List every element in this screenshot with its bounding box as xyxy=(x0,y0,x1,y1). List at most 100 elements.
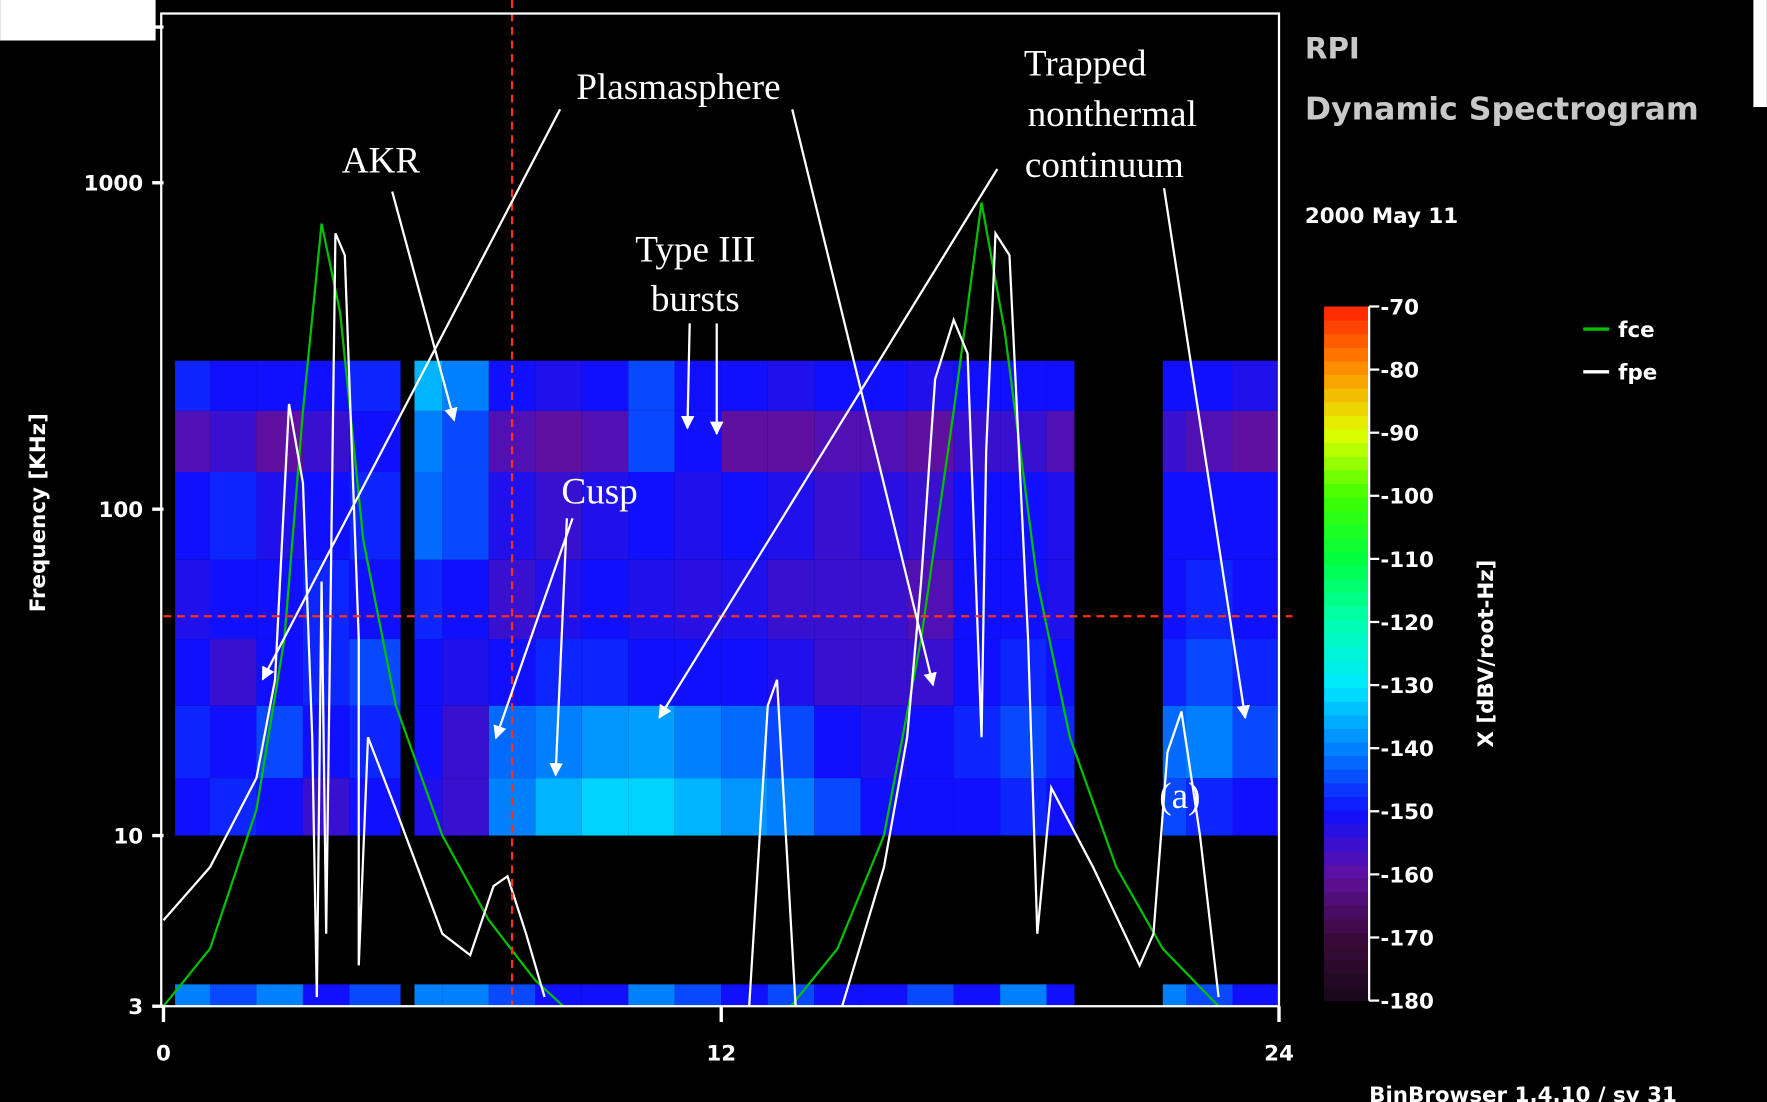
colorbar-swatch xyxy=(1324,483,1370,498)
colorbar-swatch xyxy=(1324,320,1370,335)
spectrogram-cell xyxy=(442,639,489,706)
date: 2000 May 11 xyxy=(1305,204,1458,229)
overlay: Frequency [KHz] RPI Dynamic Spectrogram … xyxy=(26,12,1699,1102)
spectrogram-cell xyxy=(349,360,401,411)
colorbar-swatch xyxy=(1324,850,1370,866)
spectrogram-cell xyxy=(721,559,768,640)
spectrogram-cell xyxy=(209,705,257,779)
annotation: continuum xyxy=(1025,145,1184,186)
colorbar-swatch xyxy=(1324,959,1370,974)
spectrogram-cell xyxy=(907,705,954,779)
footer: BinBrowser 1.4.10 / sv 31 xyxy=(1369,1083,1677,1102)
x-tick-label: 0 xyxy=(156,1041,171,1066)
spectrogram-cell xyxy=(349,778,401,836)
arrow xyxy=(680,323,695,430)
spectrogram-cell xyxy=(302,360,350,411)
spectrogram-cell xyxy=(1162,360,1187,411)
spectrogram-cell xyxy=(814,778,861,836)
colorbar-label: X [dBV/root-Hz] xyxy=(1474,560,1499,748)
spectrogram-cell xyxy=(860,778,908,836)
legend-label: fce xyxy=(1618,318,1655,343)
colorbar-tick-label: -140 xyxy=(1380,737,1434,762)
spectrogram-cell xyxy=(414,410,443,472)
spectrogram-cell xyxy=(488,705,536,779)
spectrogram-cell xyxy=(209,360,257,411)
spectrogram-cell xyxy=(581,559,629,640)
spectrogram-cell xyxy=(302,778,350,836)
annotation: Type III xyxy=(635,229,755,270)
spectrogram-cell xyxy=(1232,984,1280,1007)
colorbar-swatch xyxy=(1324,769,1370,784)
spectrogram-cell xyxy=(302,984,350,1007)
spectrogram-cell xyxy=(581,360,629,411)
spectrogram-cell xyxy=(175,639,210,706)
spectrogram-cell xyxy=(175,471,210,560)
spectrogram-cell xyxy=(674,360,722,411)
colorbar-swatch xyxy=(1324,633,1370,648)
spectrogram-cell xyxy=(256,360,303,411)
colorbar-swatch xyxy=(1324,510,1370,525)
corner-rule xyxy=(0,40,156,44)
spectrogram-cell xyxy=(814,639,861,706)
colorbar-swatch xyxy=(1324,864,1370,879)
spectrogram-cell xyxy=(860,705,908,779)
y-tick-label: 3 xyxy=(128,995,143,1020)
colorbar-swatch xyxy=(1324,592,1370,607)
colorbar-swatch xyxy=(1324,660,1370,675)
spectrogram-cell xyxy=(209,778,257,836)
spectrogram-cell xyxy=(414,984,443,1007)
spectrogram-cell xyxy=(175,984,210,1007)
spectrogram-cell xyxy=(414,471,443,560)
spectrogram-cell xyxy=(674,471,722,560)
spectrogram-cell xyxy=(814,559,861,640)
colorbar-swatch xyxy=(1324,782,1370,798)
y-tick-label: 100 xyxy=(99,498,144,523)
colorbar-tick-label: -80 xyxy=(1380,358,1419,383)
colorbar-swatch xyxy=(1324,878,1370,893)
spectrogram-cell xyxy=(953,471,1001,560)
spectrogram-cell xyxy=(1000,705,1047,779)
spectrogram-cell xyxy=(953,778,1001,836)
spectrogram-cell xyxy=(256,778,303,836)
spectrogram-cell xyxy=(535,360,582,411)
spectrogram-cell xyxy=(1046,410,1075,472)
spectrogram-cell xyxy=(442,410,489,472)
spectrogram-cell xyxy=(860,639,908,706)
colorbar-swatch xyxy=(1324,891,1370,906)
colorbar-swatch xyxy=(1324,605,1370,621)
x-tick-label: 24 xyxy=(1264,1041,1294,1066)
colorbar-swatch xyxy=(1324,497,1370,512)
spectrogram-cell xyxy=(953,984,1001,1007)
colorbar-swatch xyxy=(1324,973,1370,988)
spectrogram-cell xyxy=(581,705,629,779)
spectrogram-cell xyxy=(674,778,722,836)
spectrogram-cell xyxy=(1186,360,1233,411)
colorbar-swatch xyxy=(1324,646,1370,661)
spectrogram-cell xyxy=(628,984,675,1007)
colorbar-swatch xyxy=(1324,810,1370,825)
corner-panel xyxy=(0,0,156,41)
spectrogram-cell xyxy=(581,778,629,836)
annotation: Cusp xyxy=(561,472,637,513)
colorbar-swatch xyxy=(1324,428,1370,444)
spectrogram-cell xyxy=(814,410,861,472)
annotation: Plasmasphere xyxy=(576,67,780,108)
spectrogram-cell xyxy=(953,410,1001,472)
colorbar-swatch xyxy=(1324,347,1370,362)
colorbar-swatch xyxy=(1324,469,1370,484)
colorbar-tick-label: -150 xyxy=(1380,800,1434,825)
spectrogram-cell xyxy=(302,410,350,472)
colorbar-swatch xyxy=(1324,837,1370,852)
spectrogram-cell xyxy=(860,559,908,640)
spectrogram-cell xyxy=(721,410,768,472)
colorbar-swatch xyxy=(1324,946,1370,961)
colorbar-tick-label: -120 xyxy=(1380,611,1434,636)
spectrogram-cell xyxy=(1162,984,1187,1007)
colorbar-tick-label: -100 xyxy=(1380,485,1434,510)
spectrogram-cell xyxy=(1162,559,1187,640)
spectrogram-cell xyxy=(414,360,443,411)
spectrogram-cell xyxy=(1186,410,1233,472)
spectrogram-cell xyxy=(1162,471,1187,560)
spectrogram-cell xyxy=(628,778,675,836)
spectrogram-cell xyxy=(628,639,675,706)
